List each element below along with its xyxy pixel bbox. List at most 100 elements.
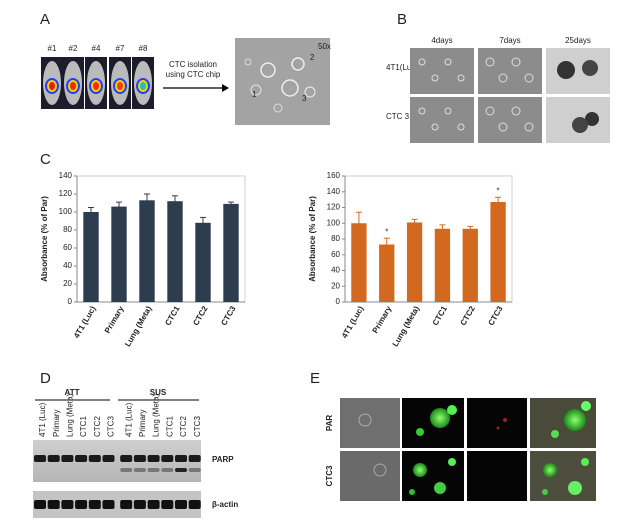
x-tick-label: CTC3 [486, 304, 505, 327]
lane-label: CTC1 [79, 416, 88, 437]
plot-frame [344, 175, 513, 303]
x-tick-label: Primary [103, 304, 126, 335]
band-label: PARP [212, 455, 234, 464]
band [175, 500, 187, 509]
bar [167, 201, 183, 302]
panel-label: A [40, 11, 50, 28]
y-tick-label: 60 [63, 243, 72, 252]
band [175, 455, 187, 462]
band [161, 500, 174, 509]
band [175, 468, 187, 472]
cell [511, 57, 521, 67]
colony [582, 60, 598, 76]
lane-label: CTC2 [93, 416, 102, 437]
panel-label: C [40, 151, 51, 168]
cell [485, 106, 495, 116]
band [147, 455, 160, 462]
fluorescence-images [340, 398, 596, 501]
row-label: CTC 3 [386, 112, 410, 121]
cell [418, 107, 426, 115]
band [188, 468, 201, 472]
band [75, 500, 88, 509]
micrograph [478, 48, 542, 94]
mouse-label: #1 [48, 44, 57, 53]
band [133, 468, 146, 472]
mouse-label: #2 [69, 44, 78, 53]
x-tick-label: 4T1 (Luc) [340, 304, 366, 340]
band [120, 500, 133, 509]
y-tick-label: 20 [63, 279, 72, 288]
bar [351, 223, 367, 302]
bar [490, 201, 506, 302]
y-tick-label: 140 [327, 187, 341, 196]
bar [406, 222, 423, 302]
cell [524, 73, 534, 83]
band [61, 455, 74, 462]
cell [498, 73, 508, 83]
magnification: 50x [318, 42, 331, 51]
row-label: 4T1(Luc) [386, 63, 418, 72]
micrograph [546, 48, 610, 94]
mouse-label: #7 [116, 44, 125, 53]
x-tick-label: Primary [371, 304, 394, 335]
bar [139, 200, 155, 302]
band [102, 455, 115, 462]
cell [418, 58, 426, 66]
column-label: 25days [565, 36, 591, 45]
band [88, 500, 101, 509]
y-axis-label: Absorbance (% of Par) [40, 196, 49, 282]
panel-label: B [397, 11, 407, 28]
bar [111, 206, 127, 302]
cluster-label: 3 [302, 94, 307, 103]
plot-frame [76, 175, 246, 303]
colony [557, 61, 575, 79]
band [161, 468, 174, 472]
y-tick-label: 0 [68, 297, 73, 306]
signal [140, 82, 146, 90]
lane-label: Lung (Meta) [152, 394, 161, 437]
significance-mark: * [385, 227, 388, 236]
micrograph [410, 48, 474, 94]
band [102, 500, 115, 509]
mouse-label: #4 [92, 44, 101, 53]
row-label: PAR [325, 415, 334, 432]
signal [70, 82, 76, 90]
arrow-head [222, 84, 229, 92]
lane-label: 4T1 (Luc) [38, 402, 47, 437]
column-label: 4days [431, 36, 452, 45]
cell [444, 58, 452, 66]
band [133, 500, 146, 509]
lane-label: Primary [52, 409, 61, 437]
y-tick-label: 40 [63, 261, 72, 270]
micrograph [235, 38, 330, 125]
column-label: 7days [499, 36, 520, 45]
lane-label: CTC2 [179, 416, 188, 437]
micrograph [410, 97, 474, 143]
y-tick-label: 100 [327, 218, 341, 227]
arrow-text: CTC isolation [169, 60, 217, 69]
signal [117, 82, 123, 90]
bar [462, 228, 478, 302]
band [47, 500, 60, 509]
y-tick-label: 0 [336, 297, 341, 306]
panel-label: E [310, 370, 320, 387]
band [133, 455, 146, 462]
cell [457, 74, 465, 82]
y-tick-label: 140 [59, 171, 73, 180]
y-tick-label: 80 [63, 225, 72, 234]
bar [195, 222, 211, 302]
cell [431, 123, 439, 131]
x-tick-label: 4T1 (Luc) [72, 304, 98, 340]
x-tick-label: CTC1 [431, 304, 450, 327]
colony [585, 112, 599, 126]
bar [379, 244, 395, 302]
arrow-text: using CTC chip [166, 70, 221, 79]
band [147, 468, 160, 472]
lane-label: CTC1 [165, 416, 174, 437]
x-tick-label: CTC2 [191, 304, 210, 327]
panel-label: D [40, 370, 51, 387]
bar [83, 212, 99, 302]
band [61, 500, 74, 509]
cell [457, 123, 465, 131]
x-tick-label: Lung (Meta) [123, 304, 154, 348]
